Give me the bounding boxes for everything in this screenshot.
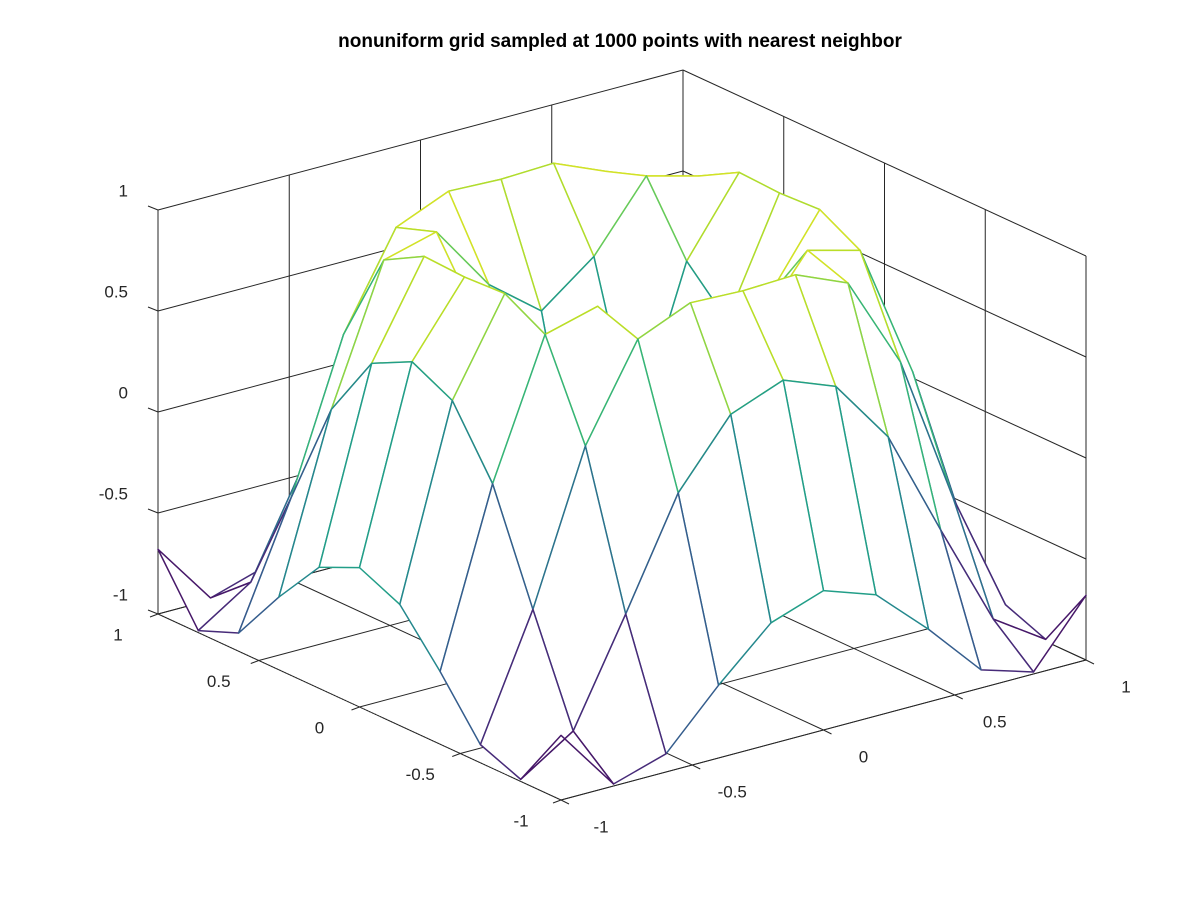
z-tick	[147, 205, 159, 211]
z-tick	[147, 609, 159, 615]
z-tick	[147, 508, 159, 514]
y-tick-label: 1	[113, 625, 122, 644]
z-tick-label: -1	[113, 585, 128, 604]
z-grid-line	[157, 69, 684, 211]
x-tick-label: -1	[593, 817, 608, 836]
x-tick	[823, 729, 832, 735]
y-tick	[250, 660, 259, 664]
y-tick-label: -0.5	[406, 765, 435, 784]
y-tick	[452, 753, 461, 757]
z-tick-label: 1	[119, 181, 128, 200]
y-axis-line	[157, 613, 562, 801]
x-tick-label: -0.5	[718, 782, 747, 801]
z-tick-label: -0.5	[99, 484, 128, 503]
y-tick-label: 0.5	[207, 672, 231, 691]
z-grid-line	[682, 69, 1087, 257]
y-tick	[149, 613, 159, 618]
x-tick	[1085, 659, 1095, 665]
x-tick	[560, 799, 570, 805]
y-tick	[552, 799, 562, 804]
x-tick-label: 0	[859, 747, 868, 766]
z-tick-label: 0	[119, 383, 128, 402]
mesh-cell	[519, 730, 615, 785]
z-tick-label: 0.5	[104, 282, 128, 301]
chart-title: nonuniform grid sampled at 1000 points w…	[338, 31, 902, 52]
z-tick	[147, 306, 159, 312]
z-tick	[147, 407, 159, 413]
x-tick	[692, 764, 701, 770]
y-tick-label: -1	[513, 811, 528, 830]
y-tick-label: 0	[315, 718, 324, 737]
y-tick	[351, 706, 360, 711]
x-tick	[954, 694, 963, 700]
x-tick-label: 1	[1121, 677, 1130, 696]
x-tick-label: 0.5	[983, 712, 1007, 731]
